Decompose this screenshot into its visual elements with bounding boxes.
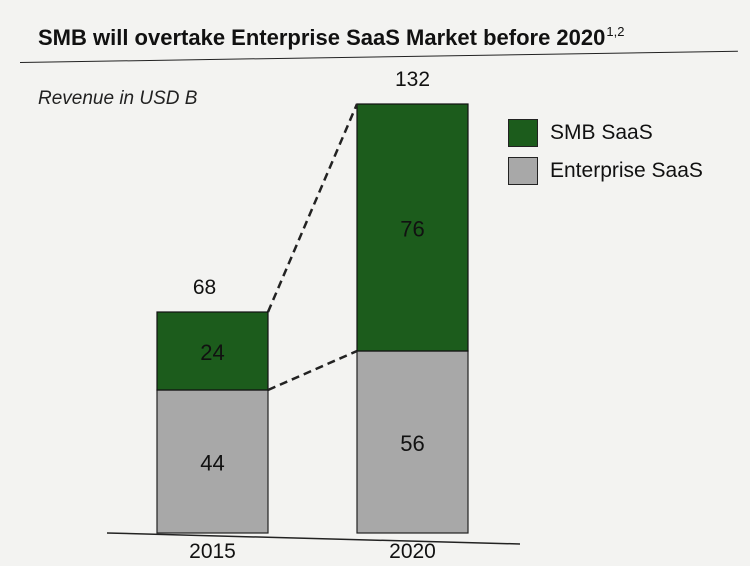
legend: SMB SaaS Enterprise SaaS (508, 118, 703, 194)
legend-swatch-enterprise (508, 157, 538, 185)
legend-item-smb: SMB SaaS (508, 118, 703, 148)
total-label-2015: 68 (193, 276, 216, 299)
connector-middle (267, 349, 358, 392)
bar-smb-2020 (356, 103, 469, 352)
category-label-2015: 2015 (189, 540, 236, 563)
data-label-smb-2020: 76 (400, 217, 424, 242)
data-label-enterprise-2020: 56 (400, 431, 424, 456)
legend-label-enterprise: Enterprise SaaS (550, 159, 703, 182)
total-label-2020: 132 (395, 68, 430, 91)
chart-title: SMB will overtake Enterprise SaaS Market… (38, 24, 625, 50)
x-axis-baseline (106, 532, 521, 545)
legend-swatch-smb (508, 119, 538, 147)
legend-label-smb: SMB SaaS (550, 121, 653, 144)
connector-top (266, 103, 359, 313)
legend-item-enterprise: Enterprise SaaS (508, 156, 703, 186)
title-superscript: 1,2 (606, 24, 625, 39)
bar-smb-2015 (156, 311, 269, 391)
category-label-2020: 2020 (389, 540, 436, 563)
bar-enterprise-2020 (356, 350, 469, 534)
data-label-enterprise-2015: 44 (200, 451, 224, 476)
chart-subtitle: Revenue in USD B (38, 88, 198, 109)
data-label-smb-2015: 24 (200, 340, 224, 365)
